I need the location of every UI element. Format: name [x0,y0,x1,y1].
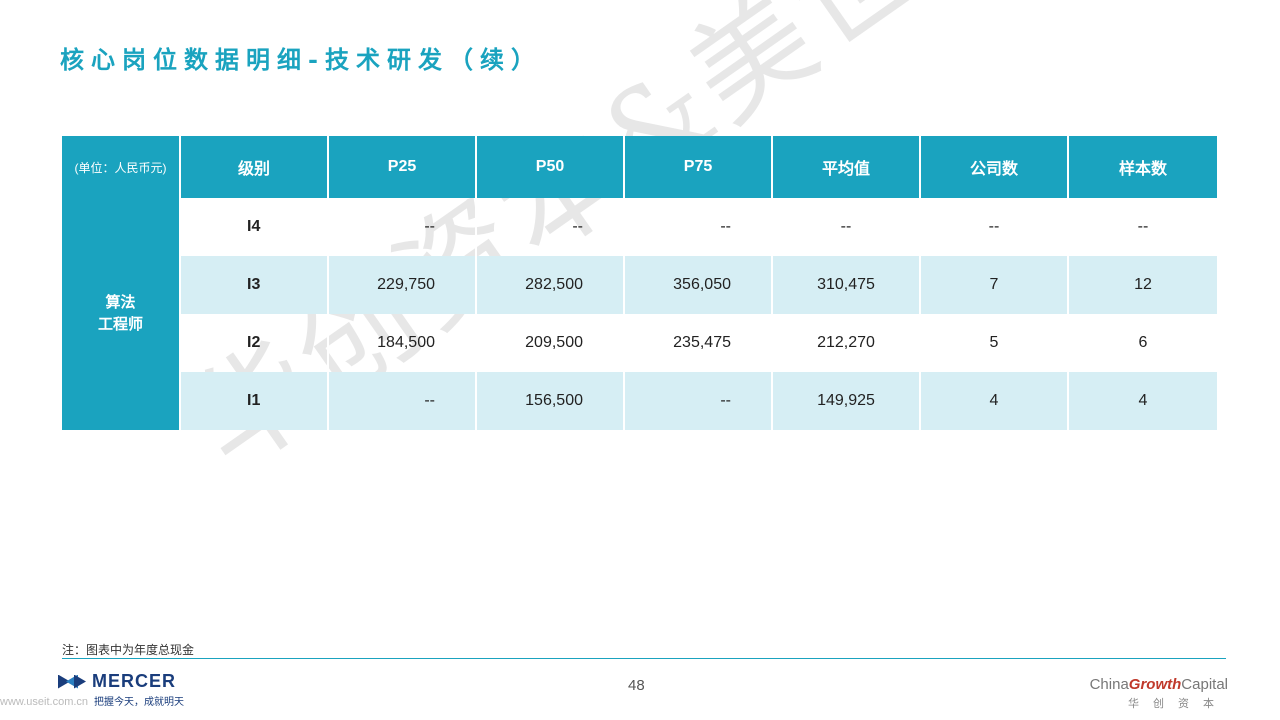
table-row: I3 229,750 282,500 356,050 310,475 7 12 [62,256,1219,314]
cell-level: I2 [180,314,329,372]
cell-level: I4 [180,198,329,256]
header-p25: P25 [328,136,477,198]
group-label: 算法 工程师 [62,198,181,430]
cell-level: I1 [180,372,329,430]
cell-average: 149,925 [772,372,921,430]
cell-p50: 209,500 [476,314,625,372]
cell-company-count: -- [920,198,1069,256]
table-row: 算法 工程师 I4 -- -- -- -- -- -- [62,198,1219,430]
header-p75: P75 [624,136,773,198]
cell-p25: -- [328,372,477,430]
group-label-line2: 工程师 [97,316,143,333]
mercer-logo: MERCER 把握今天，成就明天 [58,671,184,708]
cell-p25: 184,500 [328,314,477,372]
cell-sample-count: 6 [1068,314,1219,372]
table-header-row: (单位：人民币元) 级别 P25 P50 P75 平均值 公司数 样本数 [62,136,1219,198]
cell-p50: 282,500 [476,256,625,314]
group-label-line1: 算法 [105,294,136,311]
cell-p25: -- [328,198,477,256]
cell-average: 212,270 [772,314,921,372]
cgc-bold: Growth [1128,676,1182,693]
cell-p75: 356,050 [624,256,773,314]
header-company-count: 公司数 [920,136,1069,198]
cell-level: I3 [180,256,329,314]
footnote: 注：图表中为年度总现金 [62,643,195,657]
page-number: 48 [628,677,645,694]
mercer-name: MERCER [92,671,177,691]
mercer-slogan: 把握今天，成就明天 [94,697,184,708]
header-sample-count: 样本数 [1068,136,1219,198]
cell-sample-count: -- [1068,198,1219,256]
cell-sample-count: 12 [1068,256,1219,314]
table-row: I2 184,500 209,500 235,475 212,270 5 6 [62,314,1219,372]
cell-p75: -- [624,372,773,430]
mercer-mark-icon [58,674,86,689]
source-watermark-url: www.useit.com.cn [0,696,89,708]
salary-table: (单位：人民币元) 级别 P25 P50 P75 平均值 公司数 样本数 算法 … [62,136,1219,430]
header-unit: (单位：人民币元) [62,136,181,198]
cell-sample-count: 4 [1068,372,1219,430]
cgc-suffix: Capital [1181,676,1228,693]
cell-p25: 229,750 [328,256,477,314]
cgc-chinese-name: 华创资本 [1128,698,1228,710]
header-average: 平均值 [772,136,921,198]
cell-average: -- [772,198,921,256]
table-row: I1 -- 156,500 -- 149,925 4 4 [62,372,1219,430]
cell-p50: 156,500 [476,372,625,430]
footer-divider [62,658,1226,659]
cell-company-count: 5 [920,314,1069,372]
cell-company-count: 4 [920,372,1069,430]
cell-company-count: 7 [920,256,1069,314]
cell-average: 310,475 [772,256,921,314]
header-p50: P50 [476,136,625,198]
cell-p75: 235,475 [624,314,773,372]
header-level: 级别 [180,136,329,198]
cgc-prefix: China [1089,676,1129,693]
china-growth-capital-logo: ChinaGrowthCapital 华创资本 [1090,676,1228,711]
cell-p75: -- [624,198,773,256]
cell-p50: -- [476,198,625,256]
page-title: 核心岗位数据明细-技术研发（续） [60,45,542,74]
